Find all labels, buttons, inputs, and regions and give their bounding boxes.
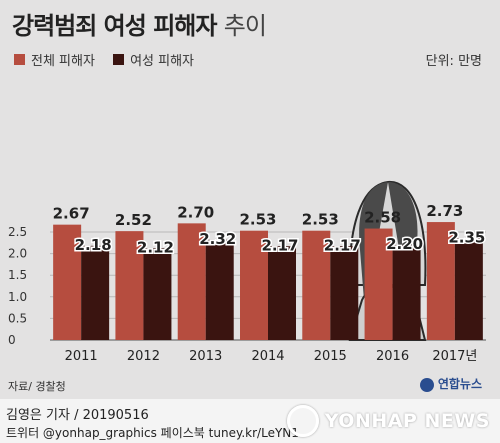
y-tick-label: 1.0 — [8, 290, 27, 304]
source-label: 자료/ 경찰청 — [8, 380, 66, 393]
data-label-female: 2.35 — [448, 228, 485, 246]
y-tick-label: 1.5 — [8, 268, 27, 282]
y-tick-label: 0.5 — [8, 311, 27, 325]
x-tick-label: 2014 — [251, 349, 284, 364]
chart-title-main: 강력범죄 여성 피해자 — [12, 12, 217, 40]
bar-total — [426, 222, 455, 340]
x-tick-label: 2013 — [189, 349, 222, 364]
watermark-logo-icon — [286, 405, 319, 437]
watermark: YONHAP NEWS — [286, 405, 490, 437]
x-tick-label: 2012 — [127, 349, 160, 364]
x-tick-label: 2017년 — [432, 349, 477, 364]
yonhap-logo-text: 연합뉴스 — [437, 377, 482, 391]
watermark-text: YONHAP NEWS — [324, 410, 490, 432]
bar-female — [454, 238, 483, 340]
legend-swatch-female — [113, 54, 125, 65]
legend-item-female: 여성 피해자 — [113, 50, 194, 69]
data-label-female: 2.18 — [75, 236, 112, 254]
data-label-total: 2.73 — [426, 202, 463, 220]
data-label-total: 2.53 — [302, 211, 339, 229]
y-tick-label: 2.5 — [8, 225, 27, 239]
bar-female — [205, 239, 234, 340]
reporter-credit: 김영은 기자 / 20190516 — [6, 408, 149, 423]
bar-total — [240, 230, 268, 340]
yonhap-logo-icon — [419, 377, 434, 392]
chart-title-suffix: 추이 — [223, 12, 267, 40]
bar-female — [143, 248, 172, 340]
data-label-female: 2.17 — [261, 236, 298, 254]
legend-label-female: 여성 피해자 — [130, 54, 195, 69]
data-label-female: 2.20 — [386, 235, 423, 253]
bar-total — [364, 228, 393, 340]
bar-chart: 0 0.5 1.0 1.5 2.0 2.5 2.67 2.18 2011 2.52 2.12 2012… — [8, 180, 487, 364]
bar-female — [81, 245, 110, 340]
legend-item-total: 전체 피해자 — [14, 50, 95, 69]
data-label-female: 2.32 — [199, 230, 236, 248]
credit-bar: 김영은 기자 / 20190516 트위터 @yonhap_graphics 페… — [0, 399, 500, 443]
y-tick-label: 0 — [8, 333, 16, 347]
data-label-total: 2.58 — [364, 209, 401, 227]
data-label-total: 2.52 — [115, 211, 152, 229]
bar-total — [53, 224, 82, 340]
legend: 전체 피해자 여성 피해자 — [14, 50, 208, 69]
chart-title: 강력범죄 여성 피해자 추이 — [12, 6, 267, 41]
data-label-female: 2.12 — [137, 238, 174, 256]
bar-female — [268, 246, 296, 340]
bar-female — [330, 246, 359, 340]
legend-swatch-total — [14, 54, 25, 65]
y-tick-label: 2.0 — [8, 247, 27, 261]
bar-total — [115, 231, 144, 340]
bar-total — [177, 223, 206, 340]
data-label-total: 2.53 — [239, 211, 276, 229]
x-tick-label: 2011 — [65, 349, 98, 364]
bar-female — [392, 244, 421, 340]
x-tick-label: 2015 — [314, 349, 347, 364]
yonhap-logo: 연합뉴스 — [419, 375, 482, 392]
bar-total — [302, 230, 331, 340]
social-credit: 트위터 @yonhap_graphics 페이스북 tuney.kr/LeYN1 — [6, 426, 299, 440]
data-label-total: 2.70 — [177, 203, 214, 221]
data-label-female: 2.17 — [324, 236, 361, 254]
x-tick-label: 2016 — [376, 349, 409, 364]
unit-label: 단위: 만명 — [425, 54, 482, 69]
legend-label-total: 전체 피해자 — [31, 54, 95, 69]
data-label-total: 2.67 — [53, 205, 90, 223]
